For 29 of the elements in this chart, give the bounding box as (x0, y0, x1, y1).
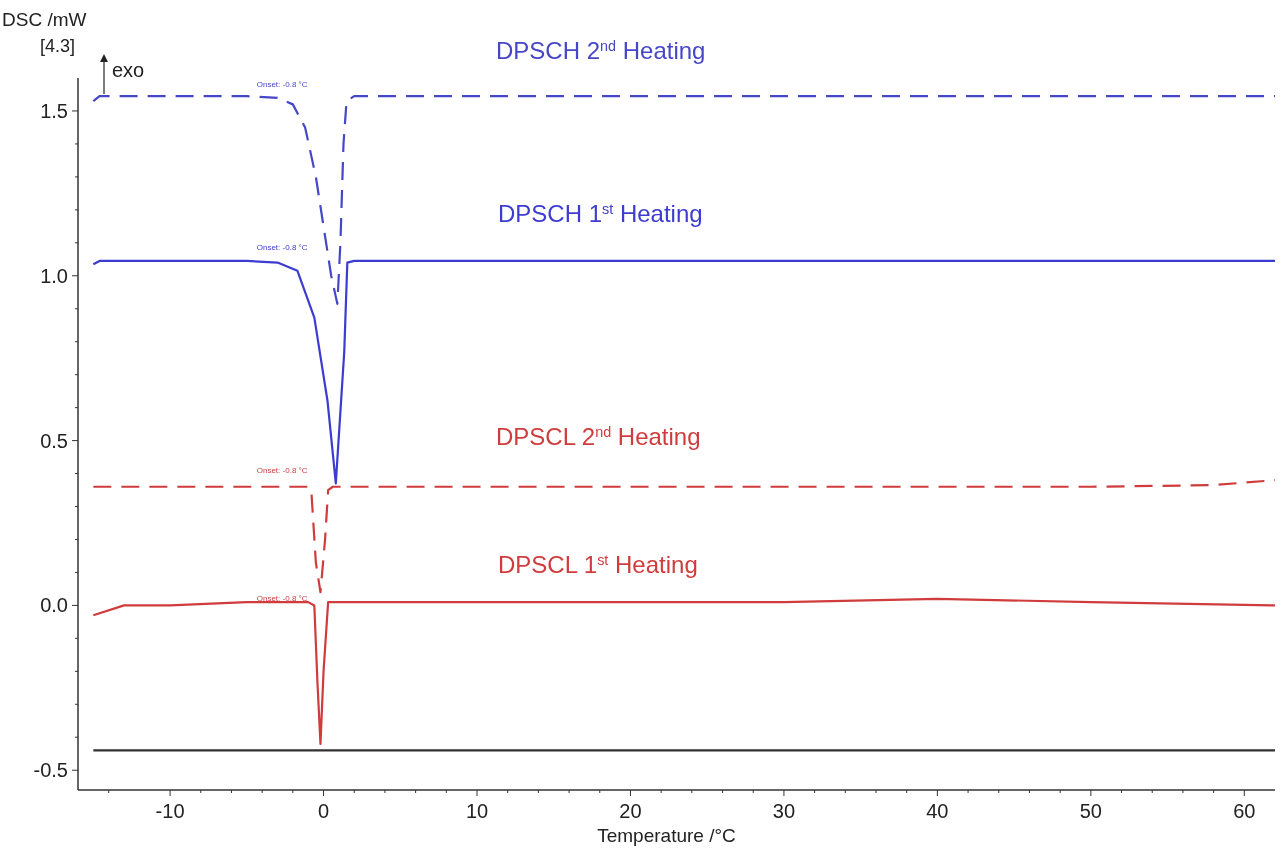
y-tick-label: 0.5 (40, 429, 68, 452)
annotation: Onset: -0.8 °C (256, 465, 308, 475)
annotation: Onset: -0.8 °C (256, 243, 308, 253)
text: [4.3] (40, 36, 76, 56)
x-tick-label: 60 (1233, 800, 1256, 822)
line-series (92, 597, 1277, 745)
series-label: DPSCL 1$^{st}$ Heating (498, 551, 698, 579)
y-tick-label: 1.5 (40, 99, 68, 122)
series-label: DPSCH 2$^{nd}$ Heating (496, 37, 706, 65)
line-series (92, 479, 1277, 594)
x-tick-label: -10 (155, 800, 185, 822)
x-tick-label: 20 (619, 800, 642, 822)
x-tick-label: 40 (926, 800, 949, 822)
line-series (92, 95, 1277, 305)
series-label: DPSCL 2$^{nd}$ Heating (496, 422, 701, 450)
x-tick-label: 50 (1079, 800, 1102, 822)
annotation: exo (112, 59, 145, 81)
x-tick-label: 30 (772, 800, 796, 822)
y-tick-label: 0.0 (40, 594, 68, 617)
series-label: DPSCH 1$^{st}$ Heating (498, 200, 703, 228)
x-tick-label: 0 (317, 800, 330, 822)
annotation: Onset: -0.8 °C (256, 80, 308, 90)
y-tick-label: 1.0 (40, 264, 68, 287)
x-tick-label: 10 (465, 800, 489, 822)
y-tick-label: -0.5 (33, 759, 68, 782)
y-axis-title: DSC /mW (2, 9, 87, 30)
x-axis-title: Temperature /°C (597, 825, 736, 846)
annotation: Onset: -0.8 °C (256, 594, 308, 604)
line-series (92, 259, 1277, 485)
